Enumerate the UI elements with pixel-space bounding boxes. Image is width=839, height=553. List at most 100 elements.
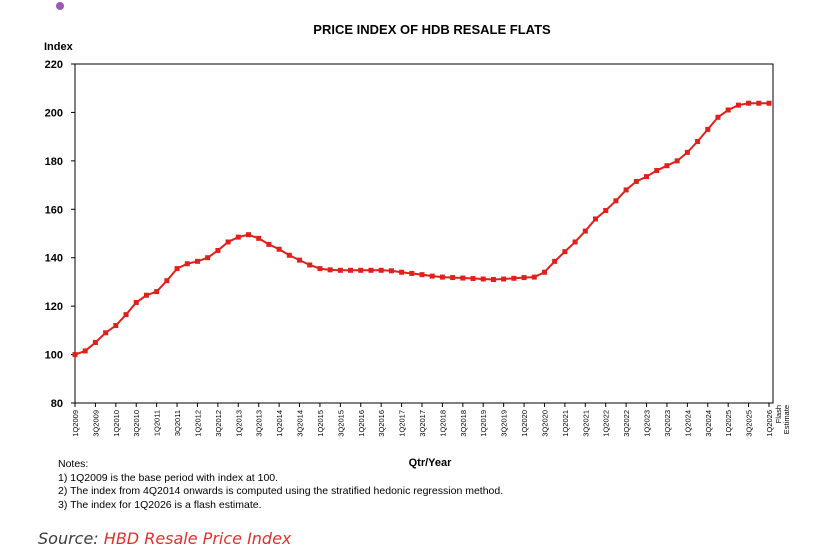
chart-title: PRICE INDEX OF HDB RESALE FLATS	[313, 22, 551, 37]
y-tick-label: 160	[45, 204, 63, 216]
data-point	[409, 270, 415, 276]
x-tick-label: 3Q2016	[377, 410, 386, 437]
y-axis-label: Index	[44, 41, 74, 53]
data-point	[735, 102, 741, 108]
series-line	[74, 102, 769, 356]
data-point	[103, 330, 109, 336]
data-point	[746, 100, 752, 106]
x-tick-label: 3Q2024	[704, 410, 713, 437]
data-point	[429, 273, 435, 279]
data-point	[460, 275, 466, 281]
x-tick-label: 1Q2016	[357, 410, 366, 437]
data-point	[164, 278, 170, 284]
data-point	[235, 234, 241, 240]
x-tick-label: 3Q2023	[663, 410, 672, 437]
x-tick-label: 1Q2013	[234, 410, 243, 437]
data-point	[82, 348, 88, 354]
data-point	[531, 274, 537, 280]
x-tick-label: 3Q2017	[418, 410, 427, 437]
data-point	[327, 267, 333, 273]
x-tick-label: 1Q2019	[479, 410, 488, 437]
data-point	[174, 266, 180, 272]
data-point	[562, 249, 568, 255]
data-point	[419, 272, 425, 278]
x-tick-label: 3Q2021	[581, 410, 590, 437]
source-link[interactable]: HBD Resale Price Index	[103, 529, 292, 548]
data-point	[766, 100, 772, 106]
x-tick-label: 3Q2020	[540, 410, 549, 437]
x-tick-label: 3Q2011	[173, 410, 182, 436]
data-point	[246, 232, 251, 238]
data-point	[266, 241, 272, 247]
data-point	[388, 268, 394, 274]
x-tick-label: 3Q2012	[214, 410, 223, 437]
data-point	[684, 149, 690, 155]
data-point	[358, 267, 364, 273]
data-point	[623, 187, 629, 193]
y-tick-label: 180	[45, 156, 63, 168]
y-tick-label: 140	[45, 253, 63, 265]
data-point	[644, 174, 650, 180]
x-tick-label: 3Q2014	[296, 410, 305, 437]
data-point	[603, 207, 609, 213]
x-axis-label: Qtr/Year	[409, 457, 453, 469]
data-point	[337, 267, 343, 273]
data-point	[143, 292, 149, 298]
data-point	[593, 216, 598, 222]
data-point	[256, 235, 262, 241]
x-tick-label: 1Q2023	[643, 410, 652, 437]
data-point	[368, 267, 374, 273]
note-item: 1) 1Q2009 is the base period with index …	[58, 471, 279, 484]
data-point	[664, 163, 670, 169]
y-tick-label: 120	[45, 301, 63, 313]
data-point	[286, 252, 292, 258]
data-point	[490, 277, 496, 283]
data-point	[184, 261, 190, 267]
note-item: 3) The index for 1Q2026 is a flash estim…	[58, 498, 262, 511]
x-tick-label: 1Q2009	[71, 410, 80, 437]
note-item: 2) The index from 4Q2014 onwards is comp…	[58, 485, 504, 497]
x-tick-label: 1Q2020	[520, 410, 529, 437]
data-point	[113, 323, 119, 329]
data-point	[297, 257, 303, 263]
plot-frame	[74, 63, 774, 404]
data-point	[654, 168, 660, 174]
data-point	[470, 276, 476, 282]
data-point	[317, 266, 323, 272]
data-point	[613, 198, 619, 204]
data-point	[633, 178, 639, 184]
x-tick-label: 1Q2026	[765, 410, 774, 437]
x-tick-label: 1Q2011	[153, 410, 162, 436]
data-point	[154, 289, 160, 295]
data-point	[133, 300, 139, 306]
data-point	[348, 267, 354, 273]
notes: Notes: 1) 1Q2009 is the base period with…	[58, 458, 503, 512]
x-tick-label: 3Q2018	[459, 410, 468, 437]
data-point	[194, 258, 200, 264]
x-tick-note: Estimate	[782, 405, 791, 434]
x-tick-label: 3Q2015	[336, 410, 345, 437]
x-tick-label: 1Q2012	[193, 410, 202, 437]
x-tick-label: 1Q2015	[316, 410, 325, 437]
data-point	[307, 262, 313, 268]
data-point	[695, 138, 701, 144]
data-point	[123, 312, 129, 318]
data-point	[582, 228, 588, 234]
data-point	[511, 275, 517, 281]
x-tick-label: 3Q2009	[91, 410, 100, 437]
data-point	[439, 274, 445, 280]
y-tick-label: 220	[45, 59, 63, 71]
x-tick-label: 3Q2022	[622, 410, 631, 437]
source-line: Source: HBD Resale Price Index	[38, 529, 291, 548]
x-tick-label: 3Q2010	[132, 410, 141, 437]
series-layer	[72, 100, 772, 358]
data-point	[450, 275, 456, 281]
data-point	[756, 100, 762, 106]
y-tick-label: 200	[45, 107, 63, 119]
x-tick-label: 1Q2017	[398, 410, 407, 437]
source-label: Source:	[38, 529, 104, 548]
data-point	[205, 255, 211, 261]
x-tick-label: 3Q2019	[500, 410, 509, 437]
y-tick-label: 80	[51, 398, 63, 410]
